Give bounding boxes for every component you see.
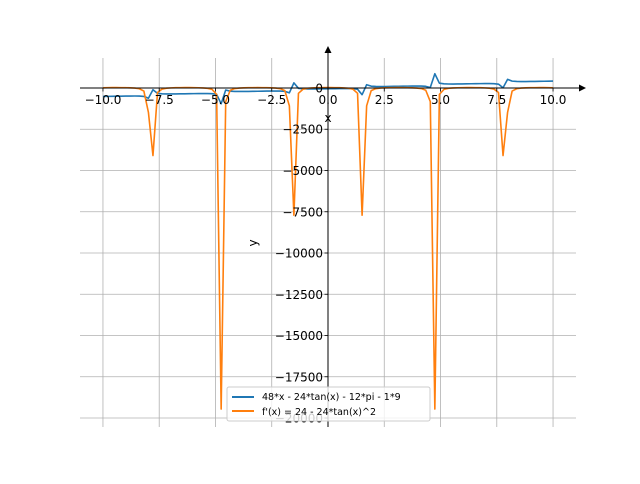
x-tick-label: −5.0 [201, 93, 230, 107]
y-tick-label: −17500 [275, 370, 323, 384]
y-axis-label: y [246, 239, 260, 246]
y-axis-arrow-icon [324, 46, 332, 53]
x-tick-label: −10.0 [85, 93, 122, 107]
x-tick-label: 7.5 [487, 93, 506, 107]
y-tick-label: −15000 [275, 329, 323, 343]
y-tick-label: −10000 [275, 247, 323, 261]
y-tick-label: −12500 [275, 288, 323, 302]
x-tick-label: 5.0 [431, 93, 450, 107]
x-tick-label: −2.5 [257, 93, 286, 107]
x-tick-label: 0.0 [318, 93, 337, 107]
x-tick-label: 10.0 [540, 93, 567, 107]
tick-labels: −10.0 −7.5 −5.0 −2.5 0.0 2.5 5.0 7.5 10.0 0 −2500 −… [85, 81, 567, 425]
legend-box [226, 386, 431, 422]
y-tick-label: −7500 [282, 205, 323, 219]
x-tick-label: 2.5 [375, 93, 394, 107]
legend-entry-1: f'(x) = 24 - 24*tan(x)^2 [262, 407, 376, 418]
x-tick-label: −7.5 [145, 93, 174, 107]
x-axis-arrow-icon [579, 84, 586, 92]
y-tick-label: −5000 [282, 164, 323, 178]
y-tick-label: 0 [315, 81, 323, 95]
legend: 48*x - 24*tan(x) - 12*pi - 1*9 f'(x) = 2… [226, 386, 431, 422]
x-axis-label: x [324, 111, 331, 125]
y-tick-label: −2500 [282, 123, 323, 137]
legend-entry-0: 48*x - 24*tan(x) - 12*pi - 1*9 [262, 392, 401, 403]
